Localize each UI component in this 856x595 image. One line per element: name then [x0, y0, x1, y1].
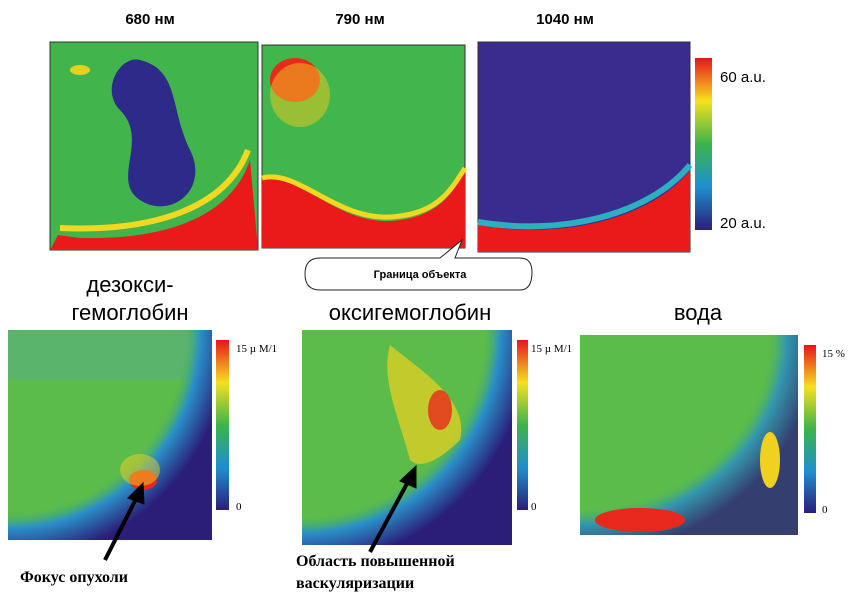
- colorbar: [804, 345, 816, 513]
- colorbar: [695, 58, 712, 230]
- colorbar-max: 15 %: [822, 348, 845, 360]
- heatmap-oxy: [302, 330, 512, 545]
- panel-label: 680 нм: [125, 11, 174, 28]
- colorbar-min: 0: [236, 501, 242, 513]
- heatmap-water: [580, 335, 798, 535]
- annotation: Фокус опухоли: [20, 569, 128, 586]
- colorbar: [517, 340, 528, 510]
- panel-title: оксигемоглобин: [329, 300, 491, 325]
- heatmap-680: [50, 42, 258, 250]
- figure: 680 нм 790 нм 1040 нм 60 a.u. 20 a.u. Гр…: [0, 0, 856, 595]
- panel-label: 790 нм: [335, 11, 384, 28]
- annotation: Область повышенной: [296, 553, 455, 570]
- colorbar-min: 20 a.u.: [720, 215, 766, 232]
- colorbar-max: 15 µ M/1: [236, 343, 277, 355]
- panel-title: гемоглобин: [71, 300, 188, 325]
- colorbar-min: 0: [822, 504, 828, 516]
- panel-label: 1040 нм: [536, 11, 594, 28]
- heatmap-790: [262, 45, 465, 248]
- annotation: васкуляризации: [296, 575, 414, 592]
- colorbar-max: 60 a.u.: [720, 69, 766, 86]
- colorbar: [216, 340, 229, 510]
- colorbar-min: 0: [531, 501, 537, 513]
- panel-title: вода: [674, 300, 723, 325]
- heatmap-deoxy: [8, 330, 212, 540]
- heatmap-1040: [478, 42, 690, 252]
- panel-title: дезокси-: [86, 272, 173, 297]
- colorbar-max: 15 µ M/1: [531, 343, 572, 355]
- callout-text: Граница объекта: [374, 269, 468, 281]
